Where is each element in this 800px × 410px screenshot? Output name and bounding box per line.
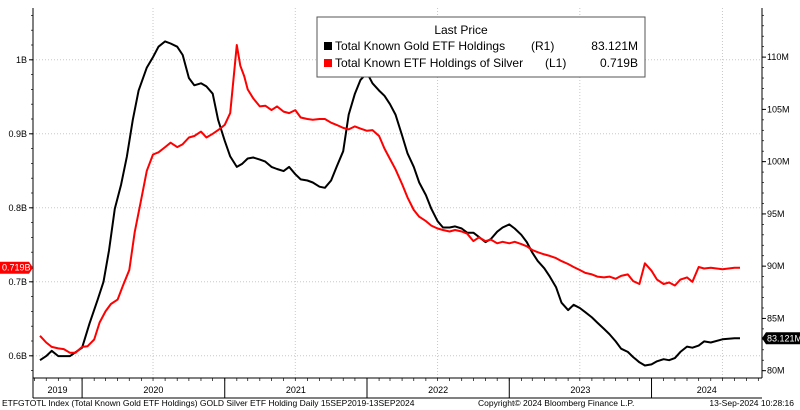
right-tick-label: 105M xyxy=(767,104,790,114)
left-tick-label: 0.9B xyxy=(8,129,27,139)
right-value-tag xyxy=(762,332,800,345)
year-label: 2024 xyxy=(697,385,717,395)
legend: Last Price Total Known Gold ETF Holdings (… xyxy=(316,16,646,78)
right-tick-label: 100M xyxy=(767,157,790,167)
right-tick-label: 80M xyxy=(767,366,785,376)
legend-series-name: Total Known Gold ETF Holdings xyxy=(335,39,505,53)
right-tick-label: 110M xyxy=(767,52,789,62)
left-value-tag-label: 0.719B xyxy=(2,263,31,273)
left-tick-label: 0.6B xyxy=(8,351,27,361)
year-label: 2022 xyxy=(428,385,448,395)
left-tick-label: 0.7B xyxy=(8,277,27,287)
right-tick-label: 95M xyxy=(767,209,785,219)
year-label: 2021 xyxy=(286,385,306,395)
series-layer xyxy=(39,40,740,367)
legend-swatch xyxy=(324,42,332,50)
x-axis: 2019 2020 2021 2022 2023 2024 xyxy=(34,378,759,398)
legend-box xyxy=(316,16,646,78)
legend-series-name: Total Known ETF Holdings of Silver xyxy=(335,56,523,70)
legend-series-axis: (R1) xyxy=(531,39,554,53)
left-axis: 1B 0.9B 0.8B 0.7B 0.6B xyxy=(8,15,33,371)
legend-series-axis: (L1) xyxy=(545,56,566,70)
footer-timestamp: 13-Sep-2024 10:28:16 xyxy=(709,398,794,408)
plot-frame xyxy=(32,8,763,399)
legend-title: Last Price xyxy=(434,23,488,37)
year-label: 2020 xyxy=(143,385,163,395)
right-tick-label: 85M xyxy=(767,313,785,323)
gold-holdings-line xyxy=(39,40,740,367)
left-tick-label: 0.8B xyxy=(8,203,27,213)
legend-swatch xyxy=(324,59,332,67)
year-label: 2023 xyxy=(570,385,590,395)
legend-series-value: 0.719B xyxy=(600,56,638,70)
silver-holdings-line xyxy=(39,44,740,354)
footer-copyright: Copyright© 2024 Bloomberg Finance L.P. xyxy=(478,398,635,408)
legend-series-value: 83.121M xyxy=(591,39,638,53)
right-value-tag-label: 83.121M xyxy=(767,333,800,343)
footer: ETFGTOTL Index (Total Known Gold ETF Hol… xyxy=(0,398,800,410)
right-tick-label: 90M xyxy=(767,261,785,271)
left-tick-label: 1B xyxy=(16,55,27,65)
footer-source: ETFGTOTL Index (Total Known Gold ETF Hol… xyxy=(2,398,415,408)
year-label: 2019 xyxy=(48,385,68,395)
value-tags: 0.719B 83.121M xyxy=(0,261,800,345)
left-value-tag xyxy=(0,261,33,274)
right-axis: 110M 105M 100M 95M 90M 85M 80M xyxy=(762,14,790,376)
